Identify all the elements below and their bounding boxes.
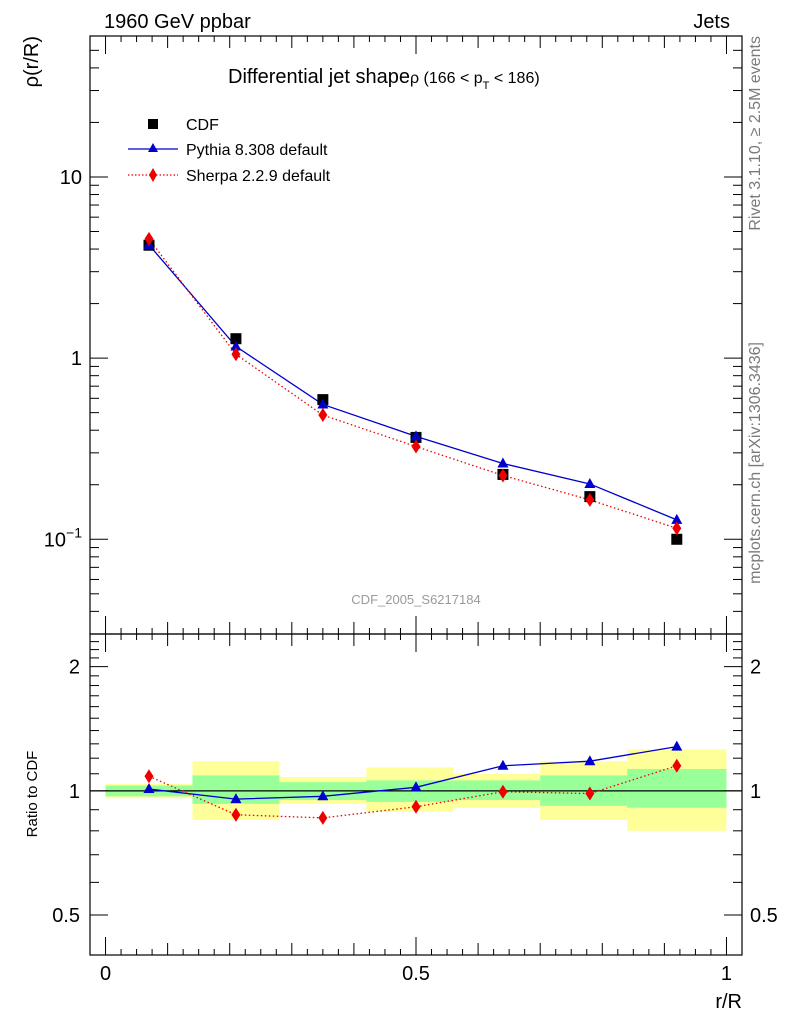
cdf-point-1 xyxy=(230,333,242,345)
legend-marker-cdf xyxy=(148,119,158,129)
x-tick-label-1: 0.5 xyxy=(402,963,430,985)
sherpa-point-2 xyxy=(318,408,328,423)
y-tick-label-ratio-r-1: 1 xyxy=(750,781,761,803)
pythia-ratio-point-4 xyxy=(497,759,509,770)
sherpa-ratio-point-1 xyxy=(231,807,241,822)
plot-title-sub: T xyxy=(483,80,490,92)
y-tick-label-ratio-r-2: 2 xyxy=(750,657,761,679)
axis-ticks: 0 0.5 1 10−1 1 10 0.5 0.5 1 1 2 2 xyxy=(44,35,778,985)
pythia-curve-main xyxy=(148,244,678,521)
legend-label-sherpa: Sherpa 2.2.9 default xyxy=(186,168,331,185)
header-left: 1960 GeV ppbar xyxy=(104,11,251,33)
y-tick-label-main-1: 1 xyxy=(71,348,82,370)
pythia-point-4 xyxy=(497,457,509,468)
sherpa-ratio-point-0 xyxy=(144,769,154,784)
y-tick-label-main-2: 10 xyxy=(60,167,82,189)
cdf-point-6 xyxy=(671,533,683,545)
band-inner-4 xyxy=(453,780,541,801)
legend-marker-pythia xyxy=(148,143,158,152)
y-tick-label-ratio-l-1: 1 xyxy=(69,781,80,803)
sherpa-ratio-point-4 xyxy=(498,784,508,799)
pythia-point-2 xyxy=(317,398,329,409)
pythia-ratio-point-3 xyxy=(410,781,422,792)
x-axis-label: r/R xyxy=(715,991,742,1013)
sherpa-ratio-point-2 xyxy=(318,810,328,825)
x-tick-label-0: 0 xyxy=(100,963,111,985)
y-tick-label-ratio-r-0: 0.5 xyxy=(750,905,778,927)
pythia-point-3 xyxy=(410,430,422,441)
x-tick-label-2: 1 xyxy=(721,963,732,985)
sherpa-point-5 xyxy=(585,492,595,507)
pythia-ratio-point-6 xyxy=(671,740,683,751)
pythia-point-1 xyxy=(230,340,242,351)
legend-label-cdf: CDF xyxy=(186,117,219,134)
sherpa-point-0 xyxy=(144,231,154,246)
mcplots-label: mcplots.cern.ch [arXiv:1306.3436] xyxy=(747,342,764,584)
plot-title: Differential jet shapeρ (166 < pT < 186) xyxy=(228,66,540,92)
series-curves xyxy=(148,238,678,819)
uncertainty-bands xyxy=(90,749,742,831)
header-right: Jets xyxy=(693,11,730,33)
sherpa-ratio-point-3 xyxy=(411,799,421,814)
series-markers xyxy=(143,231,683,825)
sherpa-curve-main xyxy=(148,238,678,529)
analysis-watermark: CDF_2005_S6217184 xyxy=(351,592,480,607)
pythia-ratio-point-0 xyxy=(143,783,155,794)
legend-label-pythia: Pythia 8.308 default xyxy=(186,142,328,159)
plot-title-tail: < 186) xyxy=(489,70,539,87)
pythia-ratio-point-2 xyxy=(317,790,329,801)
pythia-ratio-point-1 xyxy=(230,793,242,804)
legend: CDF Pythia 8.308 default Sherpa 2.2.9 de… xyxy=(128,117,331,185)
sherpa-point-3 xyxy=(411,439,421,454)
sherpa-point-6 xyxy=(672,521,682,536)
pythia-point-5 xyxy=(584,477,596,488)
y-axis-label-main: ρ(r/R) xyxy=(21,36,43,87)
sherpa-point-1 xyxy=(231,347,241,362)
sherpa-ratio-point-5 xyxy=(585,786,595,801)
pythia-point-6 xyxy=(671,513,683,524)
legend-marker-sherpa xyxy=(149,168,157,182)
sherpa-ratio-point-6 xyxy=(672,758,682,773)
plot-title-main: Differential jet shape xyxy=(228,66,410,88)
y-axis-label-ratio: Ratio to CDF xyxy=(24,751,41,838)
sherpa-point-4 xyxy=(498,468,508,483)
pythia-ratio-point-5 xyxy=(584,755,596,766)
rivet-label: Rivet 3.1.10, ≥ 2.5M events xyxy=(747,36,764,231)
y-tick-label-ratio-l-0: 0.5 xyxy=(52,905,80,927)
plot-title-math: ρ (166 < p xyxy=(410,70,483,87)
y-tick-label-main-0: 10−1 xyxy=(44,524,82,551)
band-inner-6 xyxy=(627,768,727,808)
y-tick-label-ratio-l-2: 2 xyxy=(69,657,80,679)
